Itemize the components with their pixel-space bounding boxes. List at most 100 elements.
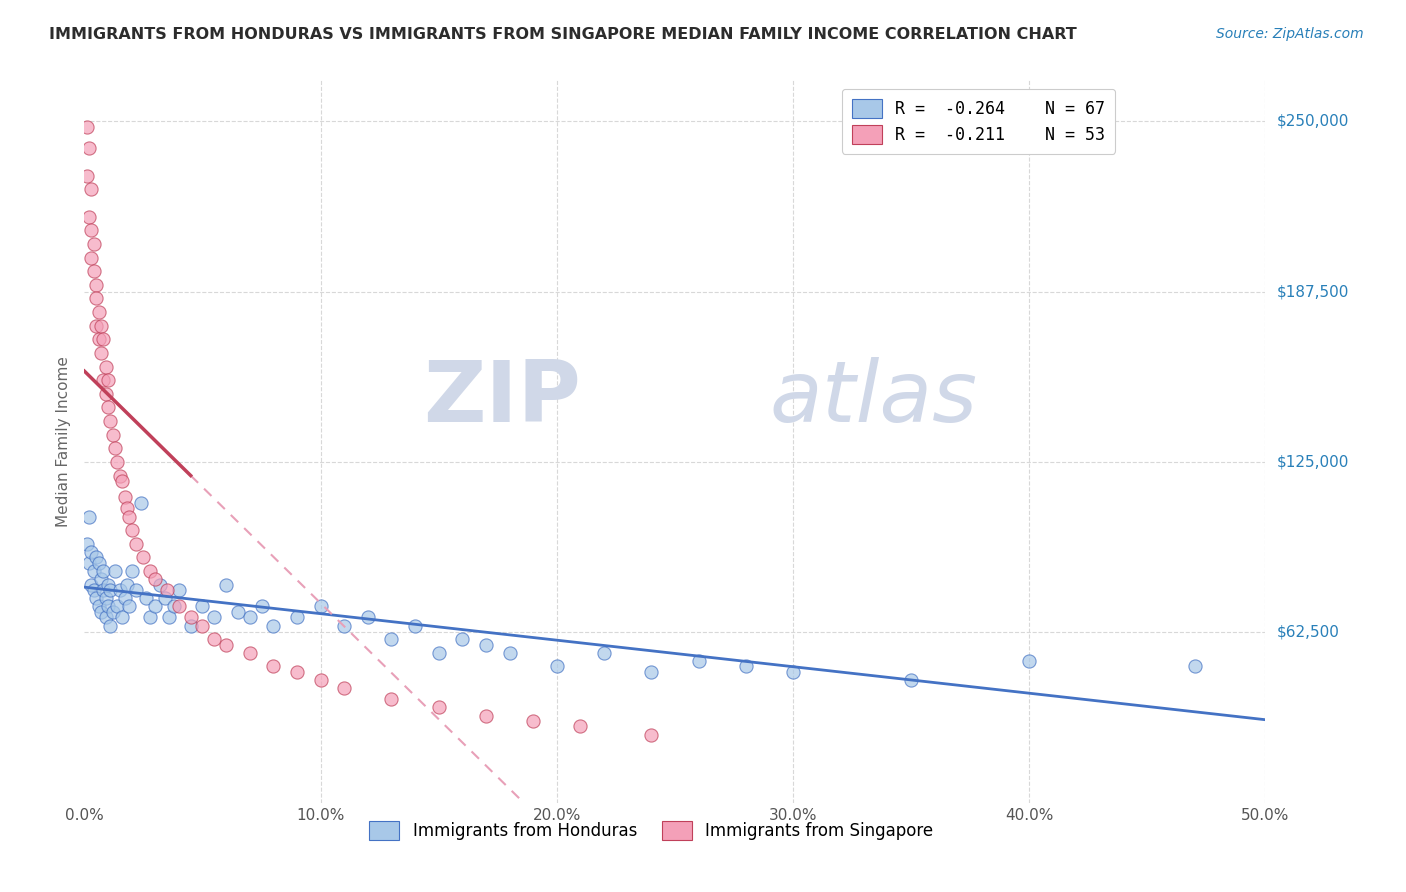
- Point: [97, 599, 120, 614]
- Point: [87, 556, 110, 570]
- Point: [118, 599, 141, 614]
- Point: [522, 714, 544, 728]
- Point: [90, 572, 112, 586]
- Point: [135, 591, 157, 606]
- Point: [97, 373, 120, 387]
- Point: [156, 583, 179, 598]
- Text: ZIP: ZIP: [423, 357, 581, 440]
- Point: [114, 591, 136, 606]
- Point: [215, 638, 238, 652]
- Point: [107, 455, 129, 469]
- Point: [132, 550, 155, 565]
- Point: [98, 618, 121, 632]
- Point: [80, 545, 103, 559]
- Text: $187,500: $187,500: [1277, 284, 1348, 299]
- Point: [285, 665, 308, 679]
- Point: [114, 491, 136, 505]
- Point: [91, 564, 114, 578]
- Text: atlas: atlas: [769, 357, 977, 440]
- Point: [191, 618, 214, 632]
- Point: [76, 169, 98, 183]
- Point: [451, 632, 474, 647]
- Point: [640, 728, 662, 742]
- Point: [104, 564, 127, 578]
- Point: [108, 468, 131, 483]
- Point: [546, 659, 568, 673]
- Point: [91, 332, 114, 346]
- Point: [84, 318, 107, 333]
- Point: [380, 692, 402, 706]
- Legend: Immigrants from Honduras, Immigrants from Singapore: Immigrants from Honduras, Immigrants fro…: [361, 813, 942, 848]
- Point: [167, 599, 190, 614]
- Point: [734, 659, 756, 673]
- Point: [202, 610, 225, 624]
- Point: [101, 427, 124, 442]
- Point: [77, 509, 100, 524]
- Point: [250, 599, 273, 614]
- Point: [239, 610, 262, 624]
- Point: [215, 577, 238, 591]
- Point: [900, 673, 922, 687]
- Point: [153, 591, 176, 606]
- Point: [333, 618, 356, 632]
- Point: [83, 583, 105, 598]
- Point: [111, 474, 134, 488]
- Point: [94, 387, 117, 401]
- Point: [167, 583, 190, 598]
- Point: [688, 654, 710, 668]
- Point: [143, 599, 166, 614]
- Point: [202, 632, 225, 647]
- Point: [101, 605, 124, 619]
- Point: [226, 605, 249, 619]
- Point: [121, 564, 143, 578]
- Point: [129, 496, 152, 510]
- Y-axis label: Median Family Income: Median Family Income: [56, 356, 72, 527]
- Point: [80, 223, 103, 237]
- Point: [80, 251, 103, 265]
- Point: [104, 442, 127, 456]
- Point: [97, 401, 120, 415]
- Point: [180, 610, 202, 624]
- Point: [98, 414, 121, 428]
- Point: [87, 332, 110, 346]
- Point: [1018, 654, 1040, 668]
- Point: [285, 610, 308, 624]
- Point: [84, 292, 107, 306]
- Point: [121, 523, 143, 537]
- Point: [83, 564, 105, 578]
- Point: [498, 646, 520, 660]
- Point: [427, 700, 450, 714]
- Point: [87, 305, 110, 319]
- Point: [782, 665, 804, 679]
- Text: IMMIGRANTS FROM HONDURAS VS IMMIGRANTS FROM SINGAPORE MEDIAN FAMILY INCOME CORRE: IMMIGRANTS FROM HONDURAS VS IMMIGRANTS F…: [49, 27, 1077, 42]
- Point: [97, 577, 120, 591]
- Text: $250,000: $250,000: [1277, 113, 1348, 128]
- Point: [125, 537, 148, 551]
- Point: [83, 264, 105, 278]
- Point: [333, 681, 356, 696]
- Point: [475, 708, 498, 723]
- Point: [404, 618, 426, 632]
- Point: [77, 141, 100, 155]
- Point: [77, 556, 100, 570]
- Point: [90, 318, 112, 333]
- Point: [262, 618, 284, 632]
- Point: [94, 591, 117, 606]
- Point: [84, 550, 107, 565]
- Point: [357, 610, 380, 624]
- Point: [475, 638, 498, 652]
- Point: [91, 583, 114, 598]
- Point: [139, 564, 162, 578]
- Point: [163, 599, 186, 614]
- Point: [309, 673, 332, 687]
- Point: [262, 659, 284, 673]
- Point: [111, 610, 134, 624]
- Point: [157, 610, 180, 624]
- Point: [108, 583, 131, 598]
- Point: [115, 501, 138, 516]
- Point: [118, 509, 141, 524]
- Point: [380, 632, 402, 647]
- Point: [84, 591, 107, 606]
- Point: [427, 646, 450, 660]
- Point: [125, 583, 148, 598]
